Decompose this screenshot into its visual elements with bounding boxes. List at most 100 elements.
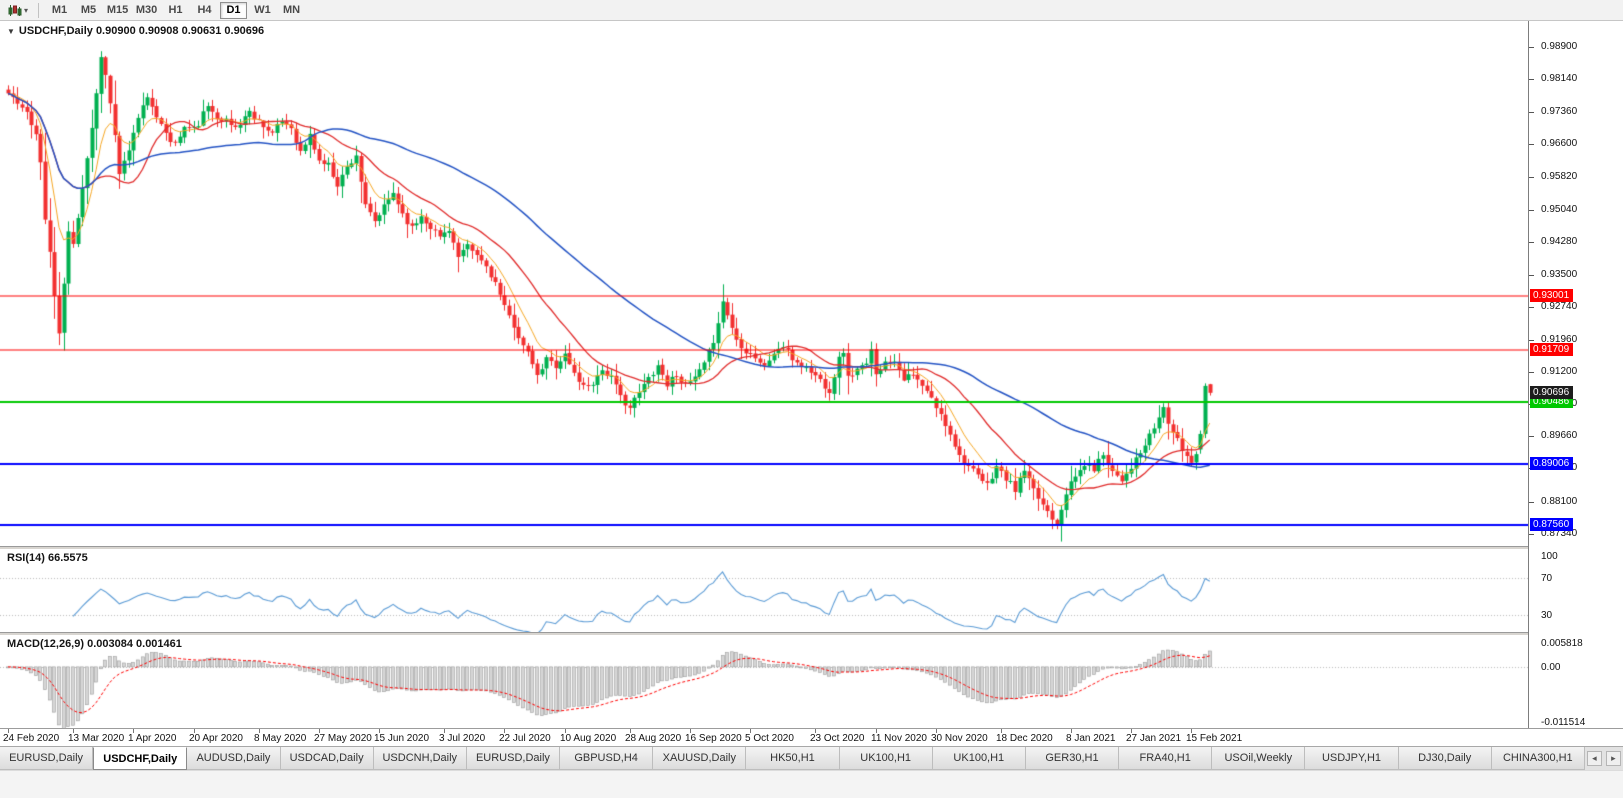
price-axis-label: 0.98900 xyxy=(1541,41,1578,53)
tab-gbpusd-h4[interactable]: GBPUSD,H4 xyxy=(560,747,654,770)
date-label: 20 Apr 2020 xyxy=(189,733,243,744)
panel-separator[interactable] xyxy=(0,546,1623,550)
time-axis-tick xyxy=(73,729,74,733)
price-axis-label: 0.96600 xyxy=(1541,138,1578,150)
date-label: 10 Aug 2020 xyxy=(560,733,617,744)
price-axis-tick xyxy=(1529,306,1534,308)
price-axis-label: 0.88100 xyxy=(1541,496,1578,508)
tab-eurusd-daily[interactable]: EURUSD,Daily xyxy=(0,747,94,770)
macd-axis-label: -0.011514 xyxy=(1541,717,1586,728)
time-axis-tick xyxy=(319,729,320,733)
time-axis-tick xyxy=(259,729,260,733)
tab-uk100-h1[interactable]: UK100,H1 xyxy=(839,747,933,770)
time-axis-tick xyxy=(565,729,566,733)
tab-audusd-daily[interactable]: AUDUSD,Daily xyxy=(187,747,281,770)
time-axis-tick xyxy=(379,729,380,733)
chart-area: ▼ USDCHF,Daily 0.90900 0.90908 0.90631 0.… xyxy=(0,21,1623,746)
rsi-axis-label: 100 xyxy=(1541,551,1558,562)
candlestick-chart-icon xyxy=(8,4,22,16)
tab-dj30-daily[interactable]: DJ30,Daily xyxy=(1398,747,1492,770)
price-line-badge: 0.89006 xyxy=(1530,457,1574,470)
time-axis-tick xyxy=(194,729,195,733)
date-label: 1 Apr 2020 xyxy=(128,733,177,744)
timeframe-h1-button[interactable]: H1 xyxy=(162,2,189,19)
date-label: 30 Nov 2020 xyxy=(931,733,988,744)
date-label: 3 Jul 2020 xyxy=(439,733,486,744)
time-axis-tick xyxy=(815,729,816,733)
price-chart-canvas[interactable] xyxy=(0,21,1528,546)
price-axis[interactable]: 0.98900 0.98140 0.97360 0.96600 0.95820 0.950… xyxy=(1528,21,1623,728)
price-axis-label: 0.95820 xyxy=(1541,170,1578,182)
rsi-label: RSI(14) 66.5575 xyxy=(7,552,88,564)
date-label: 5 Oct 2020 xyxy=(745,733,794,744)
tab-hk50-h1[interactable]: HK50,H1 xyxy=(746,747,840,770)
price-axis-tick xyxy=(1529,209,1534,211)
tab-xauusd-daily[interactable]: XAUUSD,Daily xyxy=(653,747,747,770)
price-axis-tick xyxy=(1529,274,1534,276)
time-axis-tick xyxy=(504,729,505,733)
date-label: 13 Mar 2020 xyxy=(68,733,125,744)
tab-fra40-h1[interactable]: FRA40,H1 xyxy=(1119,747,1213,770)
price-axis-tick xyxy=(1529,502,1534,504)
price-axis-label: 0.91200 xyxy=(1541,365,1578,377)
tab-usdchf-daily[interactable]: USDCHF,Daily xyxy=(93,747,188,770)
price-axis-label: 0.92740 xyxy=(1541,300,1578,312)
time-axis-tick xyxy=(1001,729,1002,733)
price-axis-tick xyxy=(1529,534,1534,536)
tab-usdjpy-h1[interactable]: USDJPY,H1 xyxy=(1305,747,1399,770)
macd-axis-label: 0.005818 xyxy=(1541,638,1583,649)
price-axis-label: 0.89660 xyxy=(1541,430,1578,442)
tab-uk100-h1-2[interactable]: UK100,H1 xyxy=(932,747,1026,770)
timeframe-m5-button[interactable]: M5 xyxy=(75,2,102,19)
date-label: 15 Feb 2021 xyxy=(1186,733,1243,744)
price-axis-tick xyxy=(1529,436,1534,438)
time-axis[interactable]: 24 Feb 2020 13 Mar 2020 1 Apr 2020 20 Apr 2… xyxy=(0,728,1623,746)
date-label: 8 May 2020 xyxy=(254,733,307,744)
tab-scroll-right-button[interactable]: ▸ xyxy=(1605,751,1621,766)
date-label: 27 Jan 2021 xyxy=(1126,733,1182,744)
time-axis-tick xyxy=(133,729,134,733)
price-axis-tick xyxy=(1529,241,1534,243)
date-label: 8 Jan 2021 xyxy=(1066,733,1116,744)
rsi-axis-label: 30 xyxy=(1541,610,1553,622)
macd-panel-canvas[interactable] xyxy=(0,636,1528,728)
date-label: 15 Jun 2020 xyxy=(374,733,430,744)
time-axis-tick xyxy=(8,729,9,733)
timeframe-mn-button[interactable]: MN xyxy=(278,2,305,19)
timeframe-m1-button[interactable]: M1 xyxy=(46,2,73,19)
date-label: 27 May 2020 xyxy=(314,733,372,744)
chart-tab-bar: EURUSD,Daily USDCHF,Daily AUDUSD,Daily U… xyxy=(0,746,1623,770)
tab-scroll-left-button[interactable]: ◂ xyxy=(1586,751,1602,766)
date-label: 16 Sep 2020 xyxy=(685,733,742,744)
timeframe-m30-button[interactable]: M30 xyxy=(133,2,160,19)
tab-usoil-weekly[interactable]: USOil,Weekly xyxy=(1212,747,1306,770)
price-line-badge: 0.91709 xyxy=(1530,343,1574,357)
time-axis-tick xyxy=(630,729,631,733)
date-label: 18 Dec 2020 xyxy=(996,733,1053,744)
chart-type-dropdown[interactable]: ▾ xyxy=(4,3,32,18)
tab-china300-h1[interactable]: CHINA300,H1 xyxy=(1491,747,1585,770)
one-click-trading-toggle[interactable]: ▼ xyxy=(7,27,15,36)
panel-separator[interactable] xyxy=(0,632,1623,636)
price-axis-tick xyxy=(1529,47,1534,49)
price-axis-label: 0.98140 xyxy=(1541,73,1578,85)
tab-ger30-h1[interactable]: GER30,H1 xyxy=(1025,747,1120,770)
chart-ohlc-label: USDCHF,Daily 0.90900 0.90908 0.90631 0.9… xyxy=(18,25,265,37)
timeframe-m15-button[interactable]: M15 xyxy=(104,2,131,19)
current-price-badge: 0.90696 xyxy=(1530,385,1574,399)
timeframe-toolbar: ▾ M1 M5 M15 M30 H1 H4 D1 W1 MN xyxy=(0,0,1623,21)
tab-usdcad-daily[interactable]: USDCAD,Daily xyxy=(280,747,374,770)
macd-axis-label: 0.00 xyxy=(1541,661,1561,673)
rsi-panel-canvas[interactable] xyxy=(0,550,1528,632)
toolbar-separator xyxy=(38,2,40,18)
price-axis-tick xyxy=(1529,176,1534,178)
timeframe-w1-button[interactable]: W1 xyxy=(249,2,276,19)
chart-title: ▼ USDCHF,Daily 0.90900 0.90908 0.90631 0.… xyxy=(7,25,264,37)
status-bar xyxy=(0,770,1623,798)
tab-eurusd-daily-2[interactable]: EURUSD,Daily xyxy=(466,747,561,770)
timeframe-h4-button[interactable]: H4 xyxy=(191,2,218,19)
tab-usdcnh-daily[interactable]: USDCNH,Daily xyxy=(373,747,467,770)
price-axis-tick xyxy=(1529,79,1534,81)
timeframe-d1-button[interactable]: D1 xyxy=(220,1,248,19)
date-label: 23 Oct 2020 xyxy=(810,733,865,744)
